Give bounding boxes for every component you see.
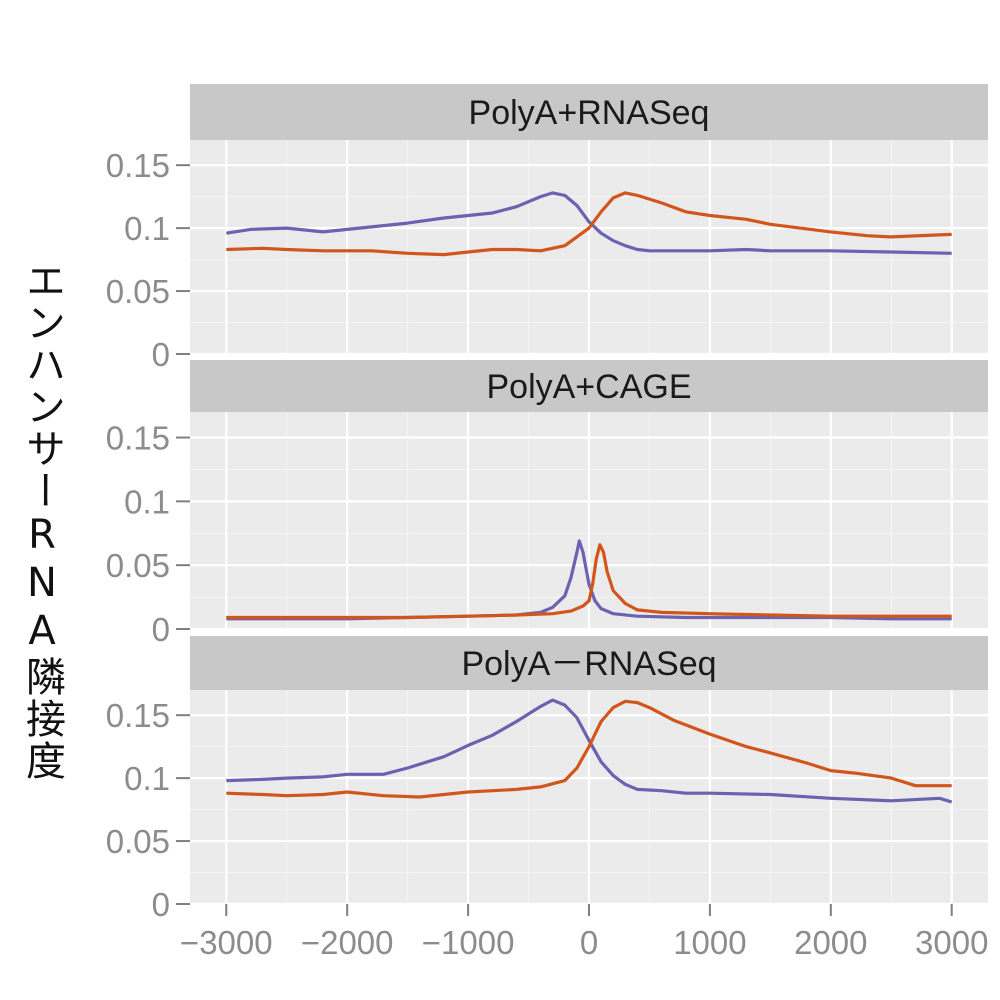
panel-title: PolyA+RNASeq [469,94,710,132]
y-tick-label: 0.05 [106,547,170,584]
y-tick-label: 0.15 [106,147,170,184]
series-line-1 [226,698,953,804]
panel-strip [190,84,988,140]
x-tick-label: −1000 [422,924,515,961]
y-tick-label: 0 [152,886,170,923]
y-tick-label: 0.15 [106,420,170,457]
y-tick-label: 0.1 [124,210,170,247]
panel-1: PolyA+RNASeq 0 0.05 0.1 0.15 [106,84,988,373]
x-tick-label: 3000 [915,924,988,961]
y-tick-label: 0 [152,336,170,373]
panel-title: PolyA+CAGE [486,368,691,406]
y-tick-label: 0.1 [124,483,170,520]
panel-strip [190,636,988,690]
x-tick-label: −3000 [180,924,273,961]
series-line-2 [226,543,952,620]
y-tick-label: 0 [152,611,170,648]
x-axis: −3000 −2000 −1000 0 1000 2000 3000 [180,904,988,961]
panel-strip [190,360,988,412]
y-tick-label: 0.05 [106,273,170,310]
series-line-1 [226,191,952,255]
panel-3: PolyA－RNASeq 0 0.05 0.1 0.15 [106,636,988,923]
series-line-2 [226,699,952,799]
x-tick-label: 1000 [673,924,746,961]
x-tick-label: −2000 [301,924,394,961]
y-axis-label: エンハンサーRNA隣接度 [19,260,65,782]
y-tick-label: 0.1 [124,760,170,797]
y-tick-label: 0.15 [106,697,170,734]
x-tick-label: 0 [580,924,598,961]
y-tick-label: 0.05 [106,823,170,860]
panel-title: PolyA－RNASeq [461,645,716,683]
x-tick-label: 2000 [794,924,867,961]
chart-panels: PolyA+RNASeq 0 0.05 0.1 0.15 PolyA+CAGE 0 0.05 0… [106,84,988,923]
series-line-2 [226,191,952,257]
panel-2: PolyA+CAGE 0 0.05 0.1 0.15 [106,360,988,648]
